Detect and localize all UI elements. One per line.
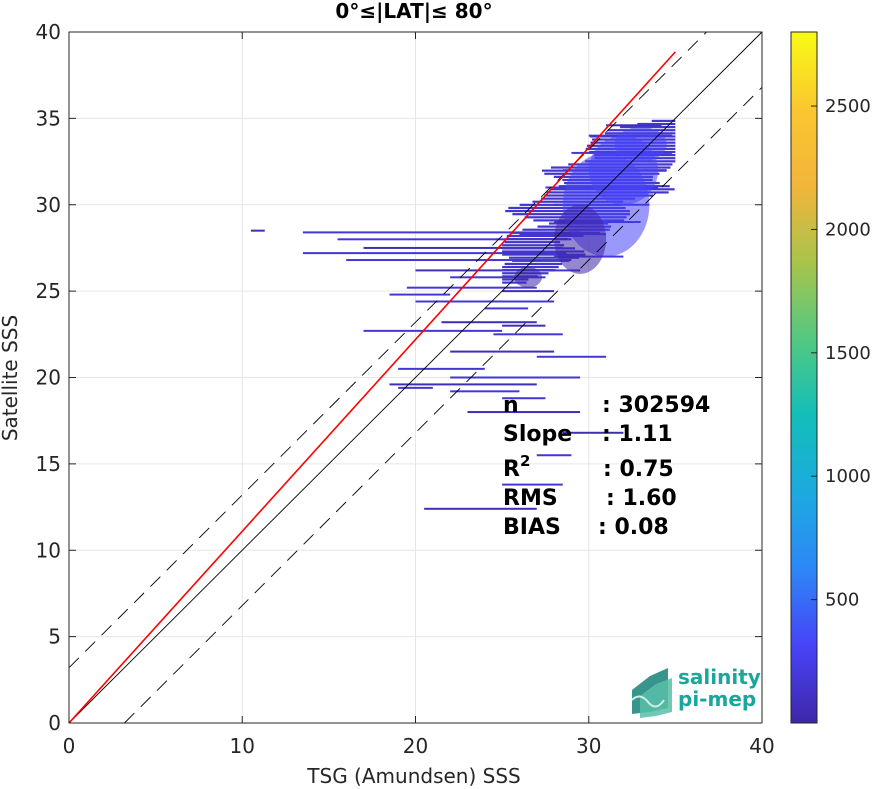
density-core [554, 204, 607, 274]
density-cell [637, 122, 676, 126]
stat-value: : 1.11 [602, 422, 673, 447]
density-segment [415, 269, 555, 272]
density-cell [504, 262, 563, 266]
logo-line1: salinity [678, 665, 761, 689]
stat-value: : 0.08 [598, 515, 669, 540]
density-segment [502, 324, 546, 327]
density-segment [302, 252, 567, 255]
density-cell [506, 237, 568, 241]
colorbar-tick-label: 2500 [825, 96, 871, 117]
colorbar-ticks: 500 1000 1500 2000 2500 [811, 96, 871, 611]
density-segment [484, 307, 529, 310]
colorbar-tick-label: 500 [825, 590, 859, 611]
logo-line2: pi-mep [678, 687, 756, 711]
x-axis-ticks: 0 10 20 30 40 [63, 32, 775, 758]
density-cell [502, 253, 586, 256]
line-1-1-3-2 [68, 31, 707, 669]
colorbar-tick-label: 2000 [825, 219, 871, 240]
density-core [514, 266, 542, 288]
density-segment [337, 238, 572, 241]
stat-value: : 302594 [602, 393, 710, 418]
logo-wave-icon [631, 668, 672, 718]
density-cell [620, 126, 676, 129]
x-tick-label: 0 [63, 734, 76, 758]
density-cell [506, 234, 584, 238]
y-tick-label: 25 [36, 279, 61, 303]
density-segment [467, 411, 581, 414]
stat-label: BIAS [503, 515, 561, 540]
density-segment [398, 386, 433, 389]
density-cell [502, 247, 576, 250]
x-tick-label: 40 [749, 734, 774, 758]
density-segment [389, 293, 451, 296]
line-1-1 [68, 31, 763, 724]
stat-value: : 0.75 [603, 457, 674, 482]
density-core [614, 127, 667, 162]
density-segment [406, 286, 537, 289]
density-segment [424, 507, 537, 510]
reference-lines [68, 31, 763, 724]
y-tick-label: 40 [36, 20, 61, 44]
colorbar-tick-label: 1500 [825, 343, 871, 364]
density-segment [363, 246, 563, 249]
density-segment [562, 431, 624, 434]
density-segment [493, 333, 563, 336]
x-tick-label: 10 [230, 734, 255, 758]
line-1-1-3-2 [124, 86, 763, 724]
density-segment [415, 300, 555, 303]
colorbar: 500 1000 1500 2000 2500 [790, 31, 871, 724]
density-segment [450, 390, 520, 393]
density-segment [250, 229, 265, 232]
y-axis-ticks: 0 5 10 15 20 25 30 35 40 [36, 20, 762, 735]
y-tick-label: 0 [48, 711, 61, 735]
density-segment [536, 355, 607, 358]
density-segment [502, 483, 563, 486]
density-segment [346, 259, 572, 262]
density-segment [450, 376, 581, 379]
colorbar-gradient [790, 31, 818, 724]
density-segment [606, 124, 662, 127]
density-cell [651, 119, 676, 122]
density-segment [502, 397, 546, 400]
colorbar-tick-label: 1000 [825, 466, 871, 487]
y-tick-label: 30 [36, 193, 61, 217]
density-cell [502, 281, 527, 284]
density-segment [450, 350, 555, 353]
density-segment [450, 276, 546, 279]
stat-value: : 1.60 [606, 486, 677, 511]
y-tick-label: 10 [36, 538, 61, 562]
density-cell [508, 256, 579, 259]
y-tick-label: 35 [36, 106, 61, 130]
stat-label: n [503, 393, 519, 418]
plot-area [68, 31, 763, 724]
density-cell [502, 265, 559, 269]
y-tick-label: 5 [48, 625, 61, 649]
density-segment [441, 321, 537, 324]
y-axis-label: Satellite SSS [0, 315, 22, 441]
density-cell [502, 250, 585, 253]
chart-title: 0°≤|LAT|≤ 80° [335, 0, 492, 23]
line-regression [68, 51, 676, 724]
density-cell [504, 241, 561, 244]
density-segment [502, 290, 555, 293]
stat-label: RMS [503, 486, 558, 511]
x-tick-label: 20 [403, 734, 428, 758]
density-cell [502, 244, 565, 247]
y-tick-label: 15 [36, 452, 61, 476]
density-segment [398, 367, 485, 370]
y-tick-label: 20 [36, 366, 61, 390]
density-segment [389, 383, 537, 386]
stat-label: Slope [503, 422, 572, 447]
density-segment [363, 329, 503, 332]
density-cell [512, 259, 570, 262]
x-tick-label: 30 [576, 734, 601, 758]
salinity-pi-mep-logo: salinity pi-mep [631, 665, 761, 718]
density-segment [536, 454, 572, 457]
x-axis-label: TSG (Amundsen) SSS [306, 764, 520, 788]
density-segment [302, 231, 581, 234]
